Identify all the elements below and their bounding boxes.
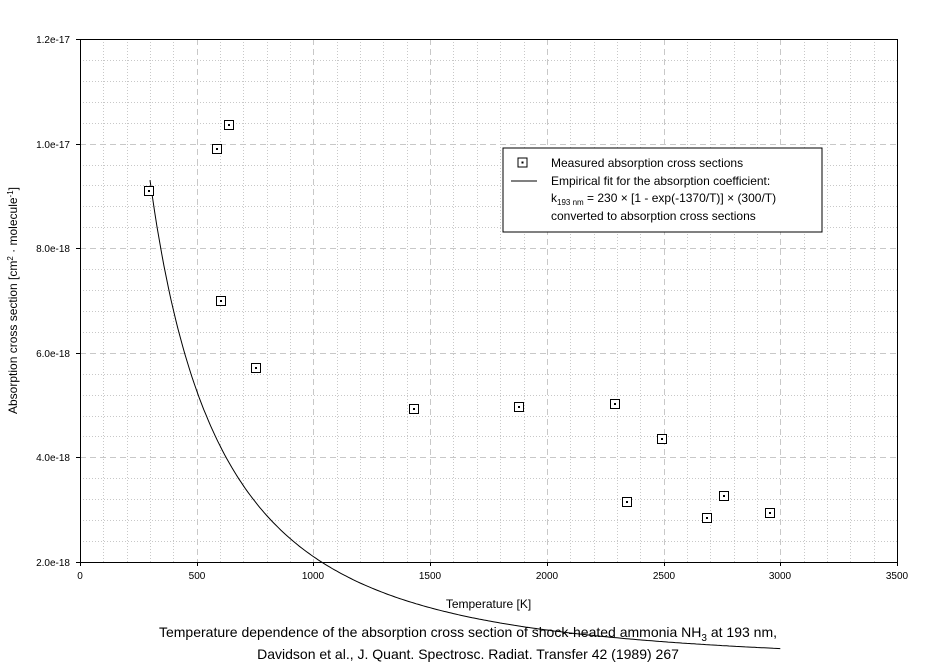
x-axis-title: Temperature [K]	[446, 597, 531, 611]
data-point	[409, 404, 419, 414]
data-point	[610, 399, 620, 409]
x-tick-label: 2500	[653, 571, 676, 582]
legend-fit-formula: k193 nm = 230 × [1 - exp(-1370/T)] × (30…	[551, 191, 776, 207]
major-grid	[80, 39, 897, 562]
y-tick-label: 8.0e-18	[36, 244, 70, 255]
x-axis-ticks: 0 500 1000 1500 2000 2500 3000 3500	[77, 562, 909, 582]
data-point	[514, 402, 524, 412]
data-point	[224, 120, 234, 130]
y-tick-label: 2.0e-18	[36, 558, 70, 569]
plot-frame	[80, 39, 898, 563]
y-axis-title: Absorption cross section [cm2 · molecule…	[6, 187, 21, 414]
y-tick-label: 4.0e-18	[36, 453, 70, 464]
data-point	[251, 363, 261, 373]
x-tick-label: 1000	[302, 571, 325, 582]
caption-line-1: Temperature dependence of the absorption…	[158, 624, 778, 644]
legend-box	[502, 147, 823, 233]
legend-label-measured: Measured absorption cross sections	[551, 156, 743, 170]
x-tick-label: 1500	[419, 571, 442, 582]
data-point	[657, 434, 667, 444]
measured-points	[144, 120, 775, 523]
fit-curve-line	[149, 180, 781, 650]
x-tick-label: 3000	[769, 571, 792, 582]
data-point	[216, 296, 226, 306]
minor-grid	[80, 39, 897, 562]
data-point	[702, 513, 712, 523]
y-tick-label: 1.2e-17	[36, 35, 70, 46]
legend-fit-note: converted to absorption cross sections	[551, 209, 756, 223]
data-point	[719, 491, 729, 501]
x-tick-label: 500	[189, 571, 206, 582]
data-point	[622, 497, 632, 507]
y-tick-label: 1.0e-17	[36, 140, 70, 151]
data-point	[212, 144, 222, 154]
legend-marker-measured	[517, 157, 528, 168]
data-point	[144, 186, 154, 196]
caption-line-2: Davidson et al., J. Quant. Spectrosc. Ra…	[257, 646, 679, 662]
y-tick-label: 6.0e-18	[36, 349, 70, 360]
y-axis-ticks: 2.0e-18 4.0e-18 6.0e-18 8.0e-18 1.0e-17 1.2e-…	[36, 35, 80, 569]
x-tick-label: 2000	[536, 571, 559, 582]
legend-label-fit: Empirical fit for the absorption coeffic…	[551, 174, 770, 188]
legend: Measured absorption cross sections Empir…	[502, 147, 823, 233]
x-tick-label: 3500	[886, 571, 909, 582]
x-tick-label: 0	[77, 571, 83, 582]
data-point	[765, 508, 775, 518]
